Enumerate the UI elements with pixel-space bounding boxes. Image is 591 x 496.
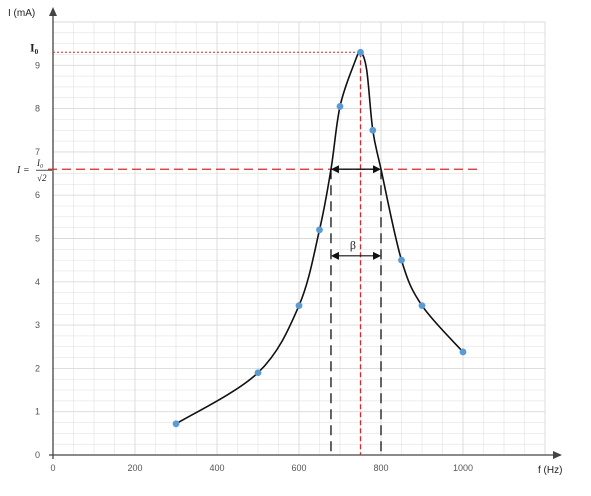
y-axis-arrow [49,7,57,16]
y-tick-label: 9 [35,60,40,70]
grid [52,21,546,456]
bandwidth-arrow-head-left [330,251,339,260]
data-point [418,302,426,310]
guide-lines [48,51,480,455]
data-point [254,369,262,377]
half-power-label-lhs: I = [16,165,30,176]
half-power-label-denominator: √2 [37,173,47,183]
y-tick-label: 5 [35,234,40,244]
data-point [295,302,303,310]
y-tick-label: 7 [35,147,40,157]
y-tick-label: 3 [35,320,40,330]
bandwidth-label: β [350,238,356,252]
y-tick-label: 2 [35,363,40,373]
data-point [316,226,323,234]
axes [49,7,562,459]
tick-labels: 0 200 400 600 800 1000 0 1 2 3 4 5 6 7 8 9 I (mA) f (Hz) [8,8,562,476]
y-tick-label: 4 [35,277,40,287]
y-tick-label: 0 [35,450,40,460]
x-tick-label: 600 [291,463,306,473]
x-tick-label: 0 [50,463,55,473]
data-point [459,348,467,356]
data-point [369,126,377,134]
bandwidth-arrow-head-right [373,251,381,260]
y-tick-label: 8 [35,104,40,114]
y-tick-label: 1 [35,407,40,417]
arrow-head-left [330,165,339,174]
annotations: β I₀ I = I₀ √2 [16,40,381,260]
x-tick-label: 200 [127,463,142,473]
arrow-head-right [373,165,381,174]
data-points [172,48,467,428]
data-point [398,256,405,264]
x-axis-label: f (Hz) [538,465,562,476]
y-axis-label: I (mA) [8,8,35,19]
half-power-label-numerator: I₀ [36,158,43,168]
data-point [357,48,364,56]
x-tick-label: 400 [209,463,224,473]
x-axis-arrow [553,451,562,459]
x-tick-label: 1000 [453,463,473,473]
data-point [172,420,180,428]
peak-current-label: I₀ [30,40,39,54]
data-point [336,103,344,110]
x-tick-label: 800 [373,463,388,473]
y-tick-label: 6 [35,190,40,200]
